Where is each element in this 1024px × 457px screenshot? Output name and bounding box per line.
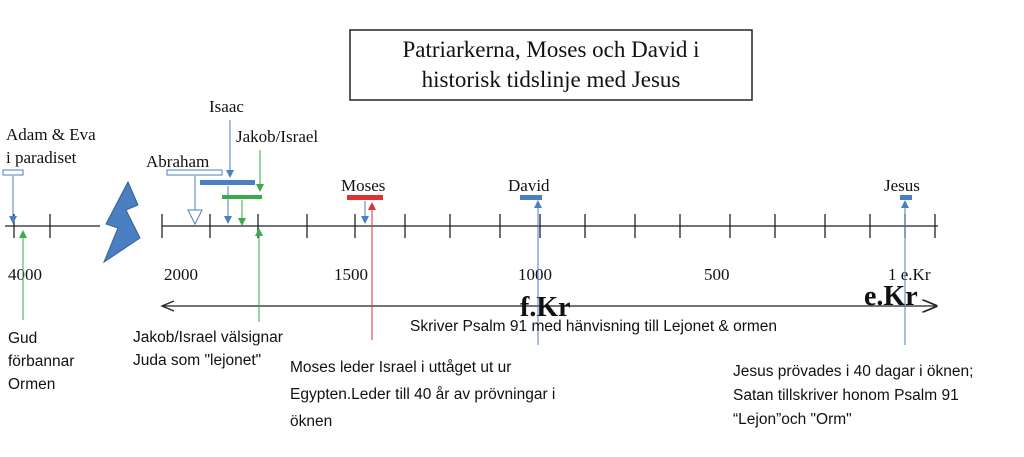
axis-label: 1 e.Kr <box>888 265 931 284</box>
event-label: Moses <box>341 176 385 195</box>
event-bar <box>2 169 24 176</box>
note: Skriver Psalm 91 med hänvisning till Lej… <box>410 318 777 335</box>
event-bar <box>520 195 542 200</box>
note: öknen <box>290 413 332 430</box>
axis-label: 1000 <box>518 265 552 284</box>
title-box <box>349 29 753 101</box>
era-label: e.Kr <box>864 281 918 312</box>
event-bar <box>200 180 255 185</box>
event-bar <box>166 169 223 176</box>
event-label: Jesus <box>884 176 920 195</box>
note: Jakob/Israel välsignar <box>133 329 283 346</box>
note: Moses leder Israel i uttåget ut ur <box>290 359 511 376</box>
event-bar <box>347 195 383 200</box>
timeline-main <box>161 214 938 238</box>
event-label: Isaac <box>209 97 244 116</box>
note: Satan tillskriver honom Psalm 91 <box>733 387 959 404</box>
title-line: historisk tidslinje med Jesus <box>422 67 681 92</box>
lightning-break <box>102 180 141 264</box>
note: “Lejon”och "Orm" <box>733 411 852 428</box>
event-bar <box>900 195 912 200</box>
axis-label: 2000 <box>164 265 198 284</box>
axis-label: 4000 <box>8 265 42 284</box>
note: Gud <box>8 330 37 347</box>
timeline-left <box>5 214 100 238</box>
note: Ormen <box>8 376 55 393</box>
event-label: Jakob/Israel <box>236 127 318 146</box>
event-label: Abraham <box>146 152 209 171</box>
note: Juda som "lejonet" <box>133 352 261 369</box>
event-bar <box>222 195 262 199</box>
title-line: Patriarkerna, Moses och David i <box>402 37 699 62</box>
event-label: i paradiset <box>6 148 77 167</box>
event-label: Adam & Eva <box>6 125 96 144</box>
axis-label: 1500 <box>334 265 368 284</box>
note: Jesus prövades i 40 dagar i öknen; <box>733 363 973 380</box>
era-label: f.Kr <box>520 292 571 323</box>
note: Egypten.Leder till 40 år av prövningar i <box>290 386 555 403</box>
axis-label: 500 <box>704 265 730 284</box>
note: förbannar <box>8 353 74 370</box>
event-label: David <box>508 176 550 195</box>
